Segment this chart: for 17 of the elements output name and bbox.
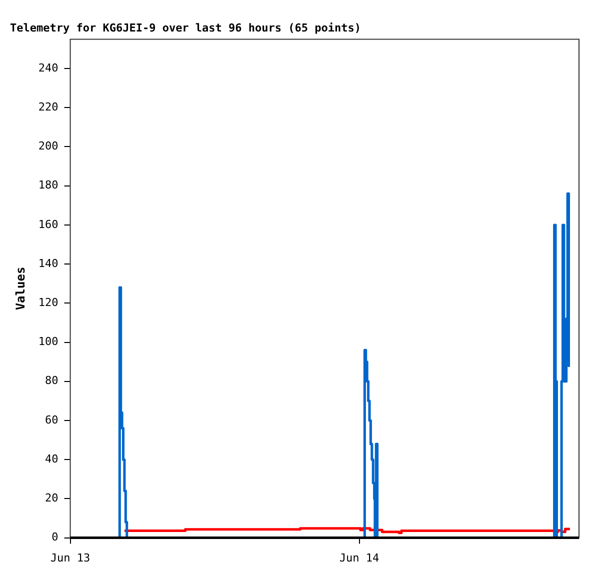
y-tick-label: 80 [45, 374, 58, 388]
y-tick-label: 180 [38, 178, 58, 192]
y-tick-label: 40 [45, 452, 58, 466]
x-tick-label: Jun 14 [339, 551, 380, 564]
y-tick-label: 160 [38, 218, 58, 231]
chart-title: Telemetry for KG6JEI-9 over last 96 hours (65 points) [10, 21, 361, 34]
y-tick-label: 240 [38, 61, 58, 74]
y-tick-label: 200 [38, 140, 58, 153]
y-tick-label: 100 [38, 335, 58, 348]
y-tick-label: 60 [45, 413, 58, 426]
y-tick-label: 120 [38, 296, 58, 310]
y-tick-label: 20 [45, 492, 58, 505]
y-tick-label: 0 [52, 530, 58, 544]
x-tick-label: Jun 13 [50, 551, 90, 564]
y-tick-label: 220 [38, 100, 58, 114]
y-axis-title: Values [13, 266, 28, 310]
y-tick-label: 140 [38, 256, 58, 270]
